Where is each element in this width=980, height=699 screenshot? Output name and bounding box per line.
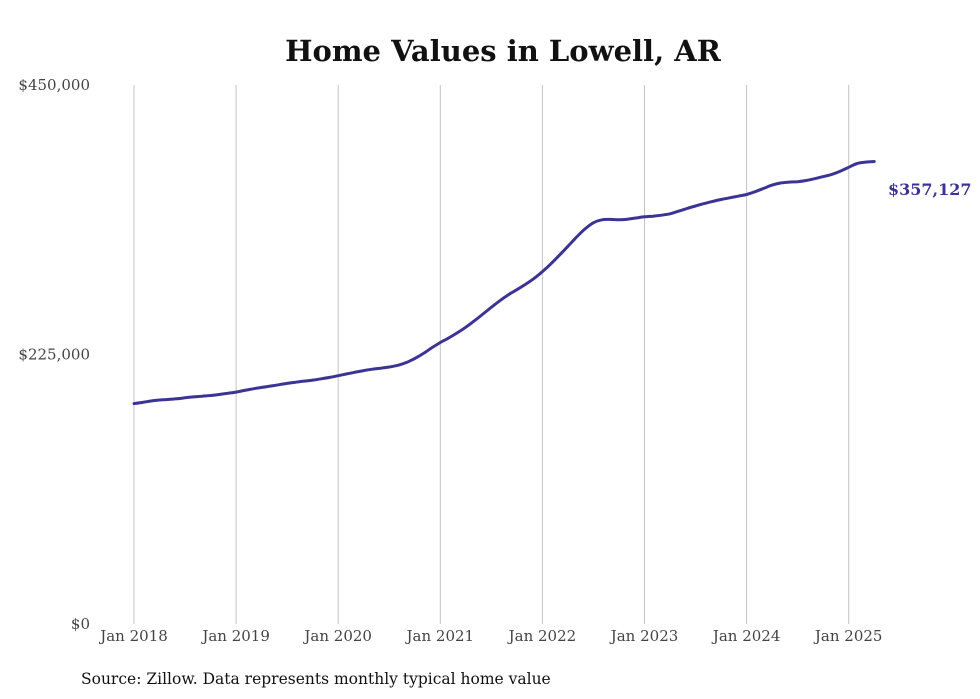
x-tick-label: Jan 2020 (302, 627, 372, 645)
grid-lines (133, 85, 850, 624)
x-tick-label: Jan 2023 (609, 627, 679, 645)
y-axis-ticks: $450,000 $225,000 $0 (18, 76, 90, 633)
source-note: Source: Zillow. Data represents monthly … (81, 670, 551, 688)
x-tick-label: Jan 2021 (405, 627, 475, 645)
x-axis-ticks: Jan 2018 Jan 2019 Jan 2020 Jan 2021 Jan 2022… (98, 627, 882, 645)
x-tick-label: Jan 2024 (711, 627, 781, 645)
end-value-label: $357,127 (888, 180, 972, 199)
series-line-home-value (132, 160, 876, 406)
y-tick-label: $0 (71, 615, 90, 633)
y-tick-label: $450,000 (18, 76, 90, 94)
x-tick-label: Jan 2019 (200, 627, 270, 645)
x-tick-label: Jan 2025 (813, 627, 883, 645)
x-tick-label: Jan 2022 (507, 627, 577, 645)
chart-title: Home Values in Lowell, AR (285, 34, 722, 68)
y-tick-label: $225,000 (18, 346, 90, 364)
x-tick-label: Jan 2018 (98, 627, 168, 645)
